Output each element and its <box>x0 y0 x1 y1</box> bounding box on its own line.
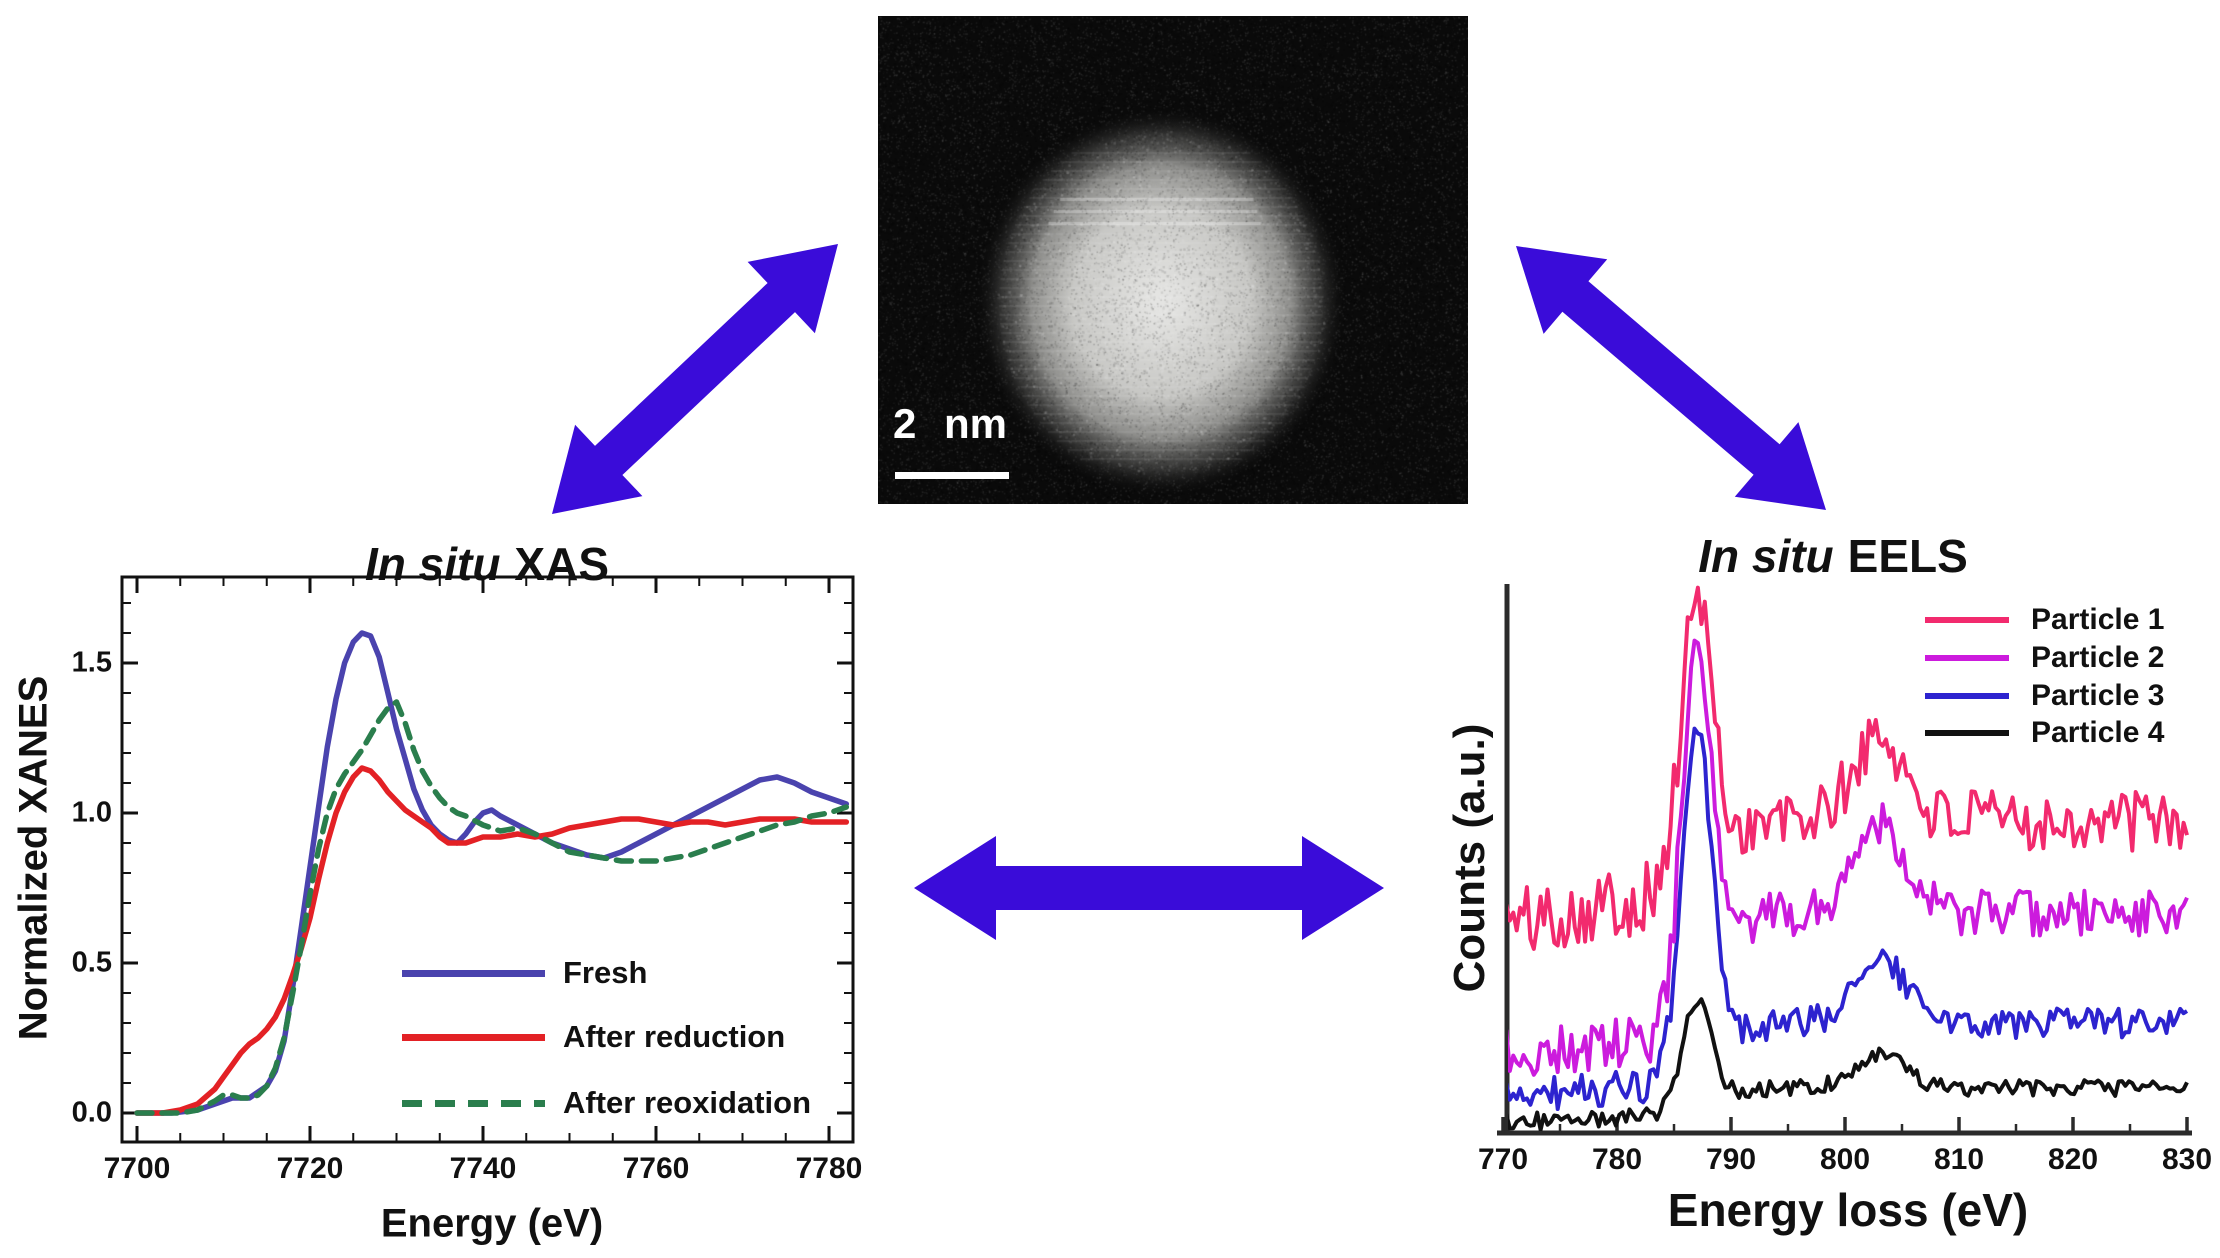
eels-curve-particle-4 <box>1508 997 2189 1131</box>
eels-curve-particle-3 <box>1508 726 2189 1111</box>
scale-bar-label: 2 nm <box>893 400 1008 447</box>
eels-x-tick-830: 830 <box>2161 1143 2213 1176</box>
xas-legend-swatch-fresh <box>402 969 545 977</box>
xas-legend-item-fresh: Fresh <box>402 955 647 991</box>
eels-x-tick-800: 800 <box>1819 1143 1871 1176</box>
xas-y-tick-1.5: 1.5 <box>71 646 112 679</box>
eels-x-tick-790: 790 <box>1705 1143 1757 1176</box>
xas-title: In situ XAS <box>365 537 609 591</box>
eels-y-axis-label: Counts (a.u.) <box>1445 723 1494 993</box>
eels-x-tick-780: 780 <box>1591 1143 1643 1176</box>
xas-x-tick-7760: 7760 <box>622 1152 690 1185</box>
eels-legend-label-particle-3: Particle 3 <box>2031 679 2165 712</box>
eels-title: In situ EELS <box>1698 529 1968 583</box>
xas-legend-label-after-reduction: After reduction <box>563 1019 786 1054</box>
xas-legend-label-after-reoxidation: After reoxidation <box>563 1085 812 1120</box>
xas-curve-after-reduction <box>134 765 850 1116</box>
eels-title-rest: EELS <box>1847 530 1968 582</box>
xas-legend-swatch-after-reoxidation <box>402 1099 545 1107</box>
eels-legend-swatch-particle-3 <box>1925 693 2009 699</box>
xas-x-tick-7780: 7780 <box>795 1152 863 1185</box>
xas-x-tick-7720: 7720 <box>276 1152 344 1185</box>
xas-y-axis-label: Normalized XANES <box>11 675 56 1041</box>
eels-legend-item-particle-3: Particle 3 <box>1925 679 2164 713</box>
xas-legend-item-after-reoxidation: After reoxidation <box>402 1085 811 1121</box>
double-arrow-image-eels <box>1516 246 1826 510</box>
stem-image <box>878 16 1468 504</box>
eels-curve-particle-1 <box>1508 585 2189 951</box>
eels-x-axis-label: Energy loss (eV) <box>1667 1184 2029 1236</box>
eels-legend-item-particle-1: Particle 1 <box>1925 603 2164 637</box>
xas-x-axis-label: Energy (eV) <box>380 1201 604 1246</box>
eels-legend-swatch-particle-4 <box>1925 730 2009 736</box>
eels-legend-label-particle-2: Particle 2 <box>2031 641 2165 674</box>
eels-legend-item-particle-4: Particle 4 <box>1925 716 2164 750</box>
xas-legend-item-after-reduction: After reduction <box>402 1019 785 1055</box>
xas-y-tick-0.5: 0.5 <box>71 946 112 979</box>
eels-plot <box>1497 584 2192 1136</box>
xas-y-tick-1.0: 1.0 <box>71 796 112 829</box>
double-arrow-xas-image <box>552 244 838 514</box>
eels-legend-swatch-particle-1 <box>1925 617 2009 623</box>
xas-x-tick-7700: 7700 <box>103 1152 171 1185</box>
xas-curve-after-reoxidation <box>134 699 850 1116</box>
eels-legend-item-particle-2: Particle 2 <box>1925 641 2164 675</box>
xas-y-tick-0.0: 0.0 <box>71 1096 112 1129</box>
eels-title-italic: In situ <box>1698 530 1834 582</box>
xas-title-italic: In situ <box>364 538 501 590</box>
eels-curve-particle-2 <box>1508 638 2189 1077</box>
eels-legend-label-particle-4: Particle 4 <box>2031 716 2165 749</box>
eels-x-tick-820: 820 <box>2047 1143 2099 1176</box>
xas-title-rest: XAS <box>514 538 610 590</box>
eels-x-tick-810: 810 <box>1933 1143 1985 1176</box>
xas-ticks <box>122 577 853 1142</box>
scale-bar <box>895 472 1009 479</box>
eels-legend-label-particle-1: Particle 1 <box>2031 603 2165 636</box>
xas-legend-swatch-after-reduction <box>402 1033 545 1041</box>
xas-x-tick-7740: 7740 <box>449 1152 517 1185</box>
double-arrow-xas-eels <box>914 836 1384 940</box>
xas-legend-label-fresh: Fresh <box>563 955 648 990</box>
eels-legend-swatch-particle-2 <box>1925 655 2009 661</box>
eels-x-tick-770: 770 <box>1477 1143 1529 1176</box>
xas-frame <box>120 575 855 1144</box>
xas-plot <box>120 575 855 1144</box>
